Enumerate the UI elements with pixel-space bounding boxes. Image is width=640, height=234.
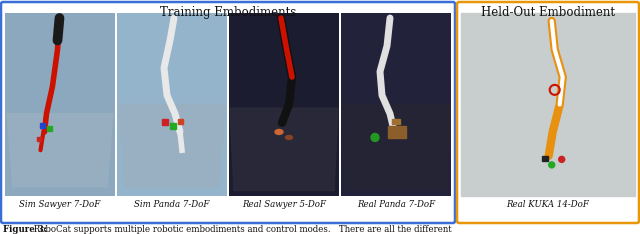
Bar xyxy=(461,13,635,196)
Bar xyxy=(461,13,635,196)
Bar xyxy=(47,126,51,132)
Circle shape xyxy=(559,156,564,162)
Circle shape xyxy=(548,162,555,168)
Text: Sim Sawyer 7-DoF: Sim Sawyer 7-DoF xyxy=(19,200,100,209)
Circle shape xyxy=(371,133,379,141)
Text: Held-Out Embodiment: Held-Out Embodiment xyxy=(481,6,615,19)
Polygon shape xyxy=(7,114,113,187)
Ellipse shape xyxy=(275,129,283,135)
Bar xyxy=(178,119,183,124)
Polygon shape xyxy=(119,105,225,187)
Bar xyxy=(388,126,406,139)
Polygon shape xyxy=(342,105,450,190)
Bar xyxy=(36,137,40,141)
Bar xyxy=(392,119,400,124)
Polygon shape xyxy=(230,108,338,190)
Text: Figure 3:: Figure 3: xyxy=(3,225,47,234)
Ellipse shape xyxy=(285,135,292,139)
Bar xyxy=(117,13,227,196)
Bar xyxy=(162,119,168,125)
Bar xyxy=(341,13,451,196)
Text: RoboCat supports multiple robotic embodiments and control modes.   There are all: RoboCat supports multiple robotic embodi… xyxy=(31,225,452,234)
Bar xyxy=(5,13,115,196)
Text: Real Sawyer 5-DoF: Real Sawyer 5-DoF xyxy=(242,200,326,209)
Text: Sim Panda 7-DoF: Sim Panda 7-DoF xyxy=(134,200,210,209)
Bar xyxy=(229,13,339,196)
Bar xyxy=(170,123,176,129)
Bar xyxy=(541,156,548,161)
Bar xyxy=(40,123,45,128)
Text: Training Embodiments: Training Embodiments xyxy=(160,6,296,19)
Text: Real KUKA 14-DoF: Real KUKA 14-DoF xyxy=(507,200,589,209)
Text: Real Panda 7-DoF: Real Panda 7-DoF xyxy=(357,200,435,209)
